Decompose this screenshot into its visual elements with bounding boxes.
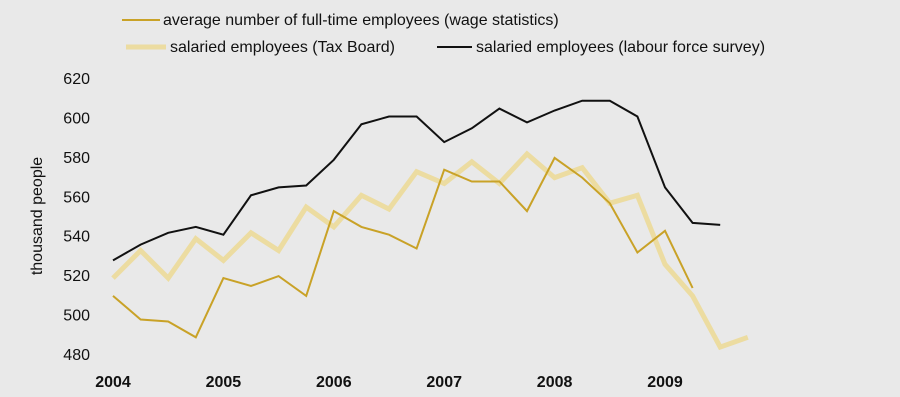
y-tick-label: 480 (63, 347, 90, 364)
legend: average number of full-time employees (w… (122, 12, 765, 56)
y-tick-label: 620 (63, 71, 90, 88)
y-tick-label: 580 (63, 150, 90, 167)
y-tick-label: 500 (63, 308, 90, 325)
plot-area (111, 99, 749, 351)
x-axis-ticks: 2004 2005 2006 2007 2008 2009 (95, 374, 683, 391)
y-tick-label: 600 (63, 110, 90, 127)
x-tick-label: 2007 (426, 374, 462, 391)
series-line-3 (112, 99, 721, 262)
x-tick-label: 2006 (316, 374, 352, 391)
series-line-2 (111, 150, 749, 351)
legend-label-2: salaried employees (Tax Board) (170, 39, 395, 56)
y-tick-label: 560 (63, 189, 90, 206)
x-tick-label: 2004 (95, 374, 131, 391)
x-tick-label: 2008 (537, 374, 573, 391)
legend-label-1: average number of full-time employees (w… (163, 12, 559, 29)
y-axis-title: thousand people (29, 157, 46, 275)
x-tick-label: 2005 (206, 374, 242, 391)
series-line-1 (112, 156, 694, 339)
x-tick-label: 2009 (647, 374, 683, 391)
y-tick-label: 520 (63, 268, 90, 285)
y-tick-label: 540 (63, 229, 90, 246)
legend-label-3: salaried employees (labour force survey) (476, 39, 765, 56)
y-axis-ticks: 480 500 520 540 560 580 600 620 (63, 71, 90, 364)
